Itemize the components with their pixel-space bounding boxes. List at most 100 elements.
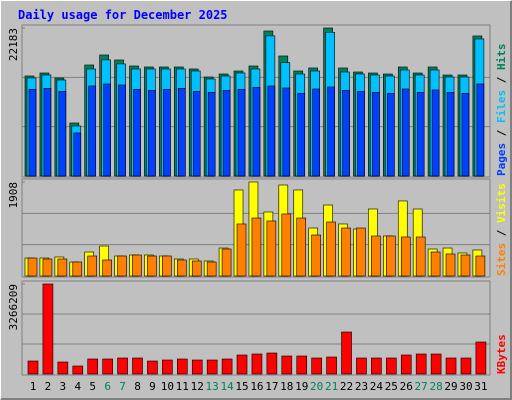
bar [117,255,127,277]
bar [341,227,351,277]
x-tick-label: 17 [265,380,278,393]
bar [118,84,126,177]
bar [42,283,54,375]
legend-entry: Visits [495,183,508,223]
x-tick-label: 18 [280,380,293,393]
bar [372,92,380,177]
bar [400,236,411,277]
x-tick-label: 7 [119,380,126,393]
x-tick-label: 2 [45,380,52,393]
x-tick-label: 27 [415,380,428,393]
x-tick-label: 25 [385,380,398,393]
bar [342,90,350,177]
bar [296,217,307,277]
bar [191,359,203,375]
bar [72,261,83,277]
bar [132,254,142,277]
legend: KBytes [495,334,508,374]
x-tick-label: 3 [60,380,67,393]
bar [148,90,156,177]
bar [266,352,278,375]
legend-entry: Files [495,90,508,123]
bar [400,354,412,375]
bar [326,356,337,375]
bar [431,89,440,177]
bar [73,132,82,177]
x-tick-label: 30 [459,380,472,393]
x-tick-label: 22 [340,380,353,393]
bar [191,260,202,277]
bar [460,357,472,375]
bar [57,258,68,277]
bar [311,357,322,375]
x-tick-label: 1 [30,380,37,393]
bar [252,87,261,177]
legend-entry: Pages [495,143,508,176]
x-tick-label: 14 [220,380,234,393]
bar [237,89,246,177]
bar [28,89,37,177]
x-tick-label: 5 [89,380,96,393]
bar [476,83,485,177]
bar [177,358,188,375]
legend-entry: Sites [495,243,508,276]
bar [357,91,365,177]
chart-title: Daily usage for December 2025 [18,8,228,22]
bar [87,255,98,277]
bar [311,234,321,277]
x-tick-label: 4 [74,380,81,393]
bar [236,223,247,277]
bar [87,358,99,375]
x-tick-label: 11 [176,380,189,393]
bar [221,248,232,277]
bar [42,258,53,277]
bar [117,357,128,375]
bar [446,92,455,177]
bar [401,88,410,177]
bar [162,255,172,277]
bar [415,353,427,375]
bar [27,257,38,277]
bar [192,91,201,177]
bar [266,220,277,277]
x-tick-label: 9 [149,380,156,393]
legend-separator: / [495,70,508,90]
bar [475,341,487,375]
bar [326,221,336,277]
bar [27,360,39,375]
x-tick-label: 26 [400,380,413,393]
bar [163,89,171,177]
bar [282,87,291,177]
x-tick-label: 6 [104,380,111,393]
bar [297,93,306,177]
x-tick-label: 28 [429,380,442,393]
bar [461,93,470,177]
bar [430,251,441,277]
x-tick-label: 15 [235,380,248,393]
x-tick-label: 10 [161,380,174,393]
x-tick-label: 8 [134,380,141,393]
legend-separator: / [495,123,508,143]
x-tick-label: 19 [295,380,308,393]
bar [296,355,308,375]
x-tick-label: 16 [250,380,263,393]
bar [251,353,263,375]
bar [221,358,233,375]
bar [475,255,486,277]
bar [236,354,248,375]
bar [162,359,173,375]
x-tick-label: 12 [191,380,204,393]
bar [416,92,425,177]
bar [132,357,143,375]
bar [251,217,262,277]
bar [445,357,457,375]
bar [178,88,186,177]
bar [356,227,366,277]
legend: Sites / Visits [495,183,508,276]
y-tick-label: 22183 [7,28,20,61]
bar [57,361,69,375]
bar [341,331,352,375]
bar [147,255,157,277]
